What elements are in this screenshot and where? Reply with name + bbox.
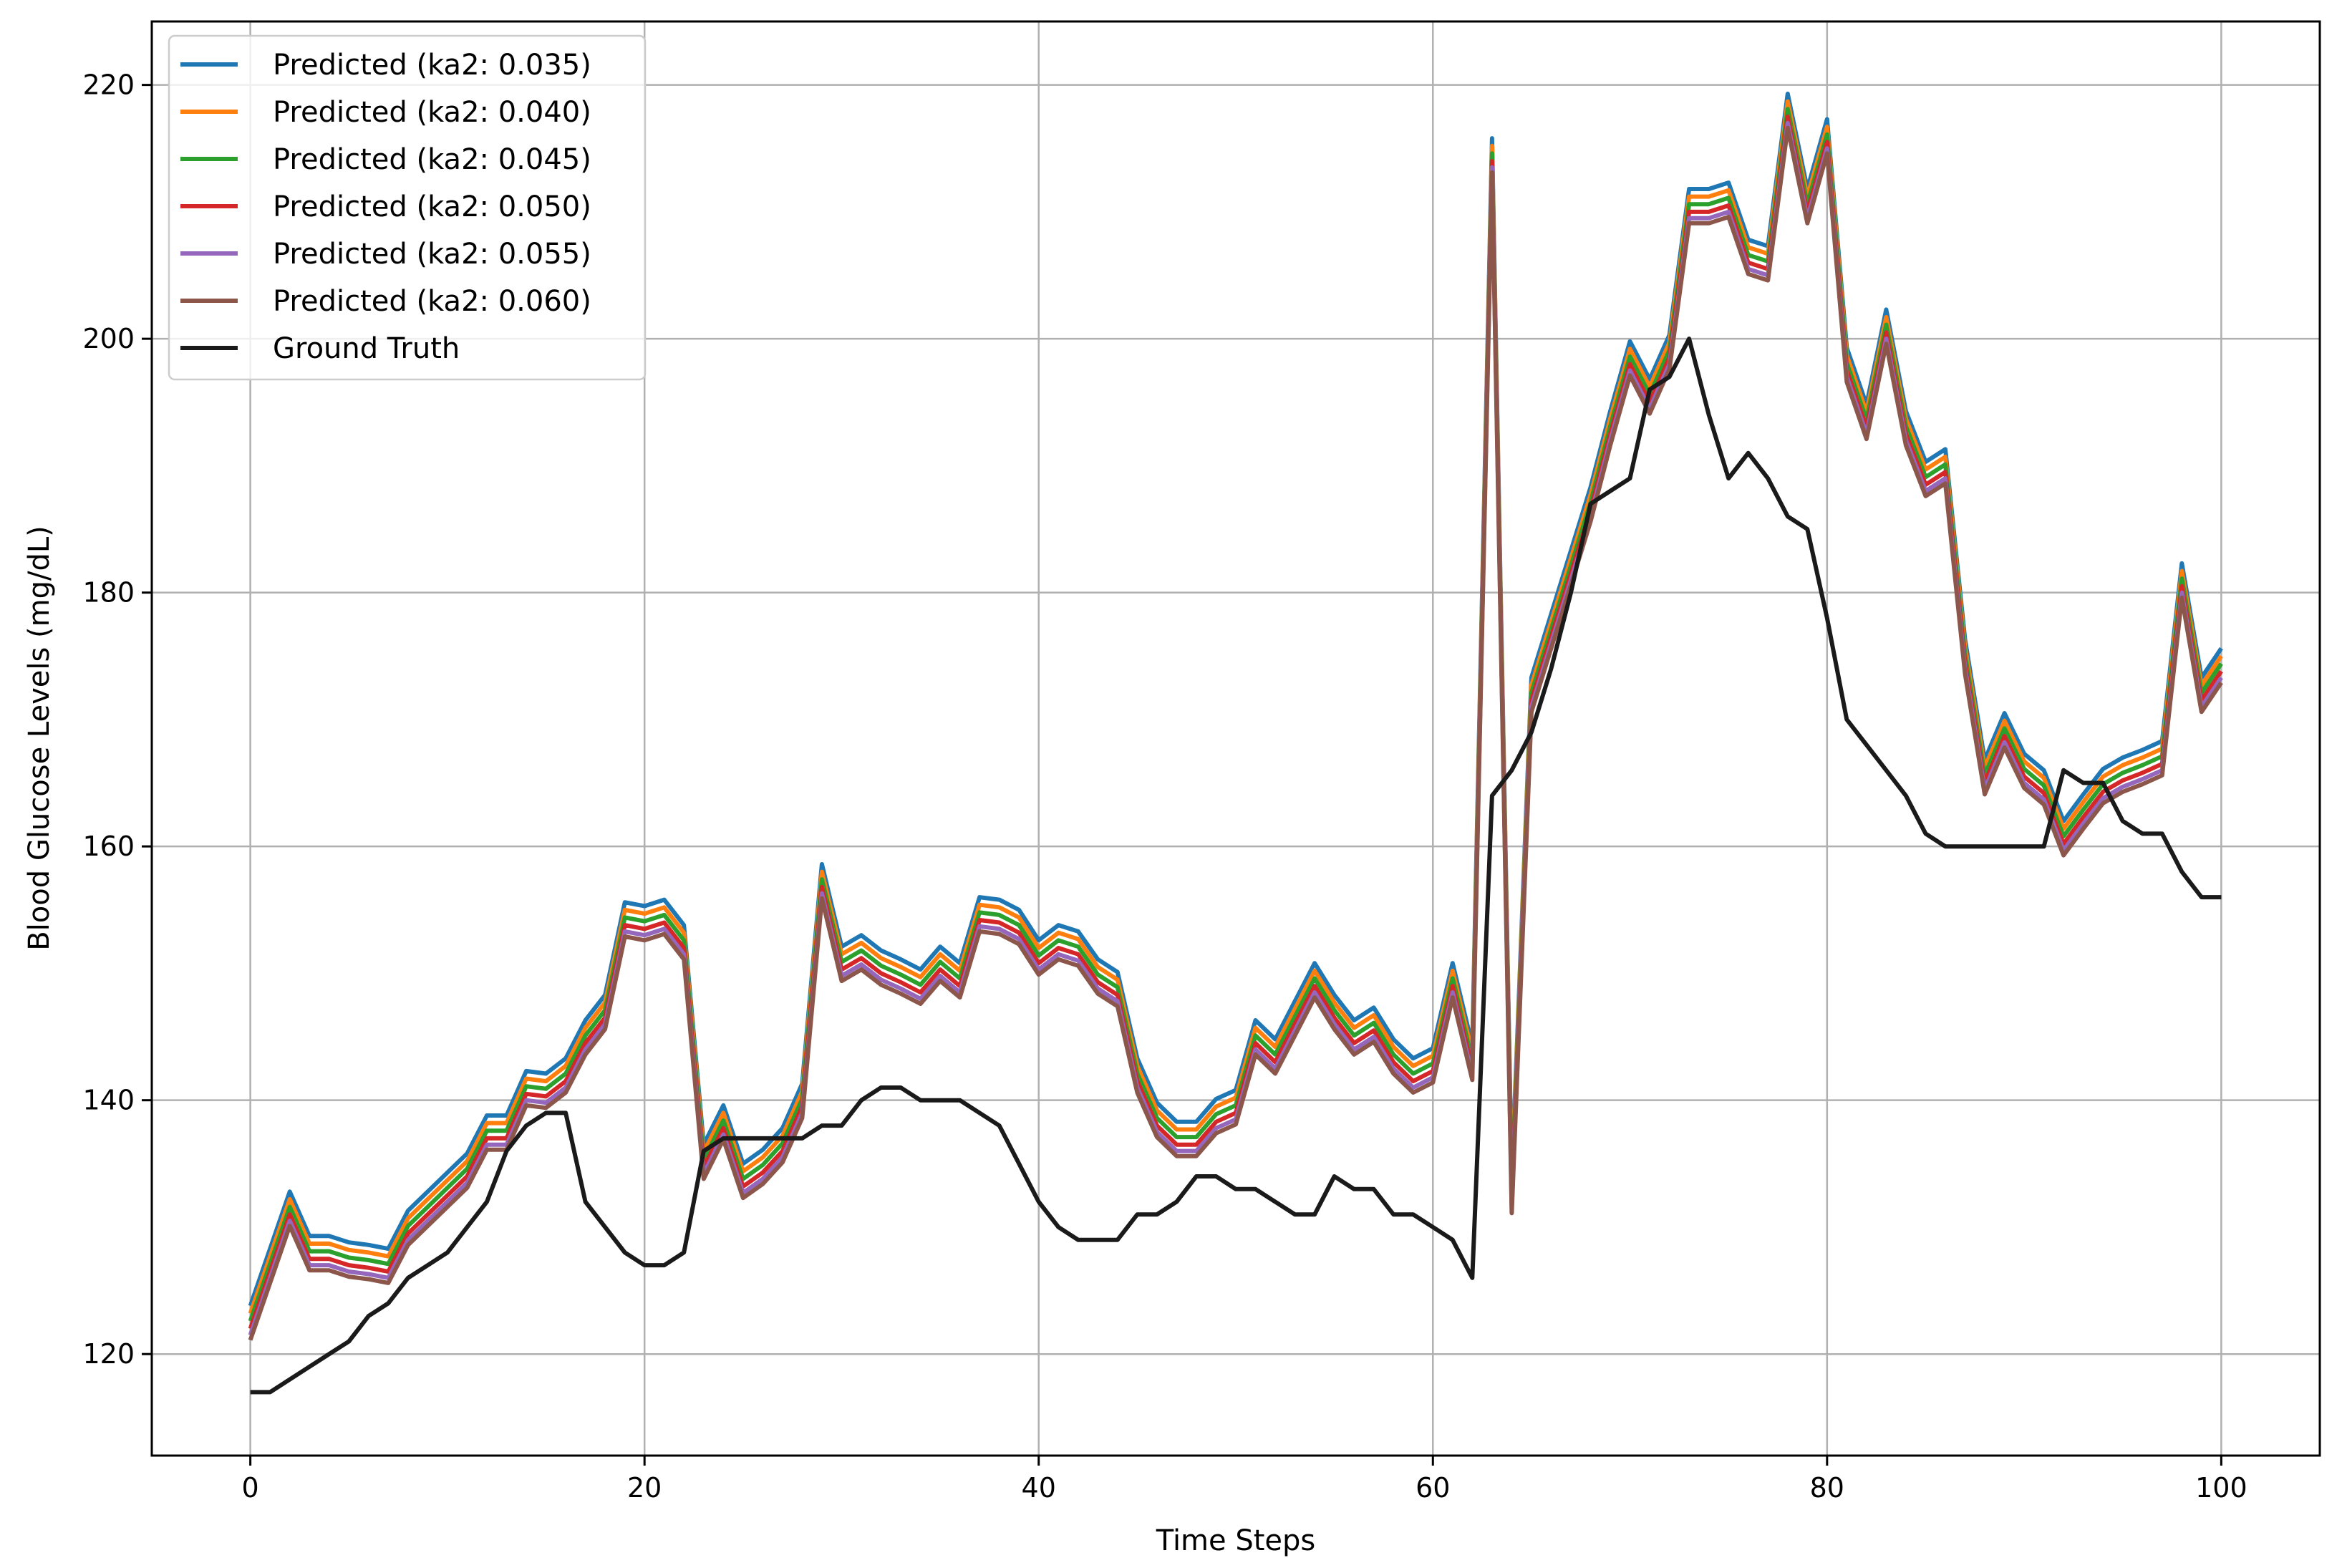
legend-label: Predicted (ka2: 0.060) <box>273 285 591 318</box>
legend-box <box>168 34 647 381</box>
plot-frame <box>150 20 2321 1457</box>
plot-lines <box>248 92 2223 1395</box>
legend-label: Ground Truth <box>273 332 460 365</box>
legend-label: Predicted (ka2: 0.045) <box>273 143 591 176</box>
x-tick-label: 100 <box>2195 1472 2247 1504</box>
legend: Predicted (ka2: 0.035) Predicted (ka2: 0.… <box>168 34 647 381</box>
legend-label: Predicted (ka2: 0.040) <box>273 96 591 129</box>
x-tick-label: 80 <box>1810 1472 1844 1504</box>
legend-label: Predicted (ka2: 0.055) <box>273 238 591 271</box>
legend-label: Predicted (ka2: 0.035) <box>273 49 591 82</box>
y-tick-label: 120 <box>82 1338 135 1370</box>
x-tick-label: 60 <box>1416 1472 1450 1504</box>
legend-label: Predicted (ka2: 0.050) <box>273 190 591 223</box>
x-tick-label: 40 <box>1022 1472 1056 1504</box>
series-line-ground-truth <box>250 337 2222 1395</box>
y-tick-label: 220 <box>82 69 135 101</box>
x-tick-label: 20 <box>627 1472 662 1504</box>
y-tick-label: 200 <box>82 323 135 354</box>
x-tick-label: 0 <box>242 1472 259 1504</box>
series-line-ka2-6 <box>248 125 2223 1341</box>
x-axis-label: Time Steps <box>1156 1524 1316 1557</box>
axis-ticks: 0 20 40 60 80 100 120 140 160 180 200 220 <box>82 69 2247 1504</box>
y-tick-label: 140 <box>82 1085 135 1116</box>
y-axis-label: Blood Glucose Levels (mg/dL) <box>23 526 56 951</box>
y-tick-label: 180 <box>82 577 135 609</box>
y-tick-label: 160 <box>82 831 135 862</box>
